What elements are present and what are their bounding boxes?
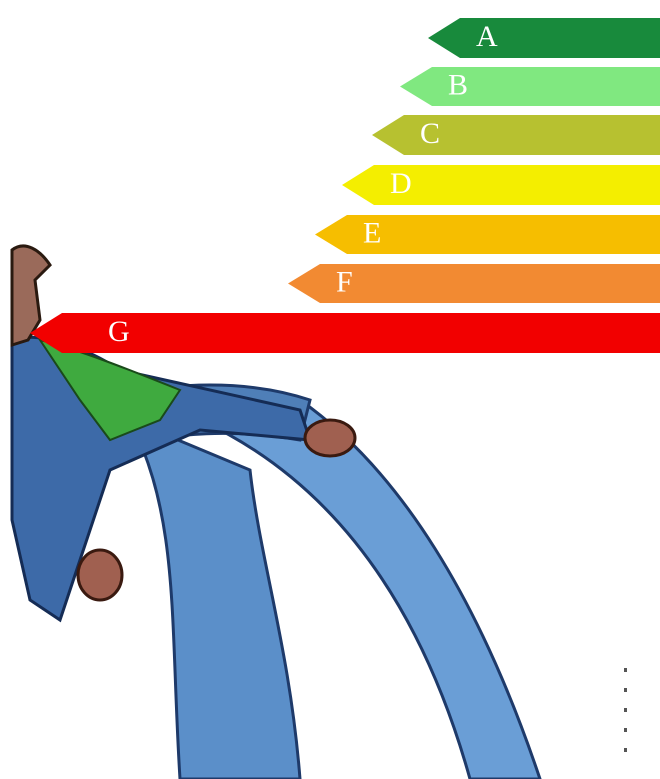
class-label: C [420, 117, 440, 150]
class-label: A [476, 20, 498, 53]
class-label: F [336, 265, 353, 298]
class-label: B [448, 68, 468, 101]
class-arrow [428, 18, 660, 58]
class-label: G [108, 315, 130, 348]
class-label: D [390, 167, 412, 200]
class-label: E [363, 216, 381, 249]
page: {"energy_label": {"classes": ["A", "B", … [0, 0, 660, 779]
signature [624, 668, 627, 752]
illustration: ABCDEF G [0, 0, 660, 779]
class-arrow [372, 115, 660, 155]
class-arrow [400, 67, 660, 106]
